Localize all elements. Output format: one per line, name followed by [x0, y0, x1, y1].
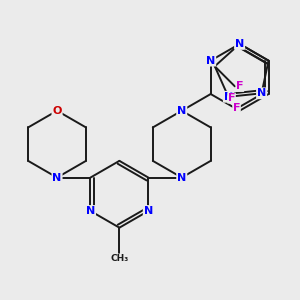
Text: N: N	[235, 39, 244, 49]
Text: O: O	[52, 106, 62, 116]
Text: N: N	[257, 88, 266, 98]
Text: N: N	[177, 106, 186, 116]
Text: CH₃: CH₃	[110, 254, 128, 263]
Text: F: F	[233, 103, 240, 113]
Text: N: N	[206, 56, 215, 66]
Text: N: N	[52, 172, 62, 183]
Text: N: N	[177, 172, 186, 183]
Text: N: N	[144, 206, 153, 216]
Text: N: N	[86, 206, 95, 216]
Text: F: F	[236, 81, 244, 92]
Text: F: F	[228, 93, 235, 103]
Text: N: N	[224, 92, 233, 102]
